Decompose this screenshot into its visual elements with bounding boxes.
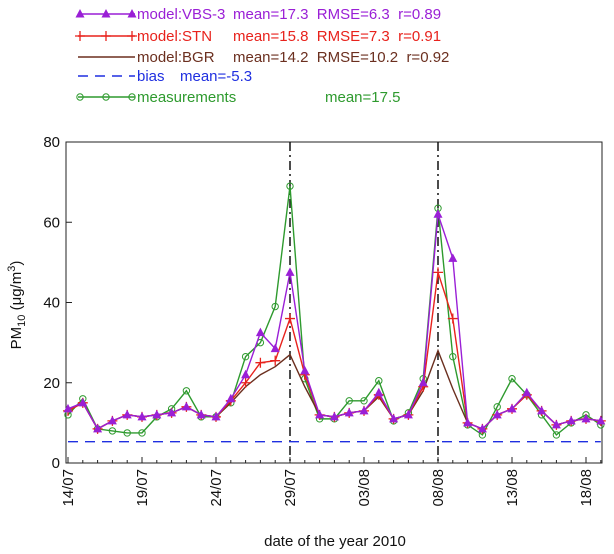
point <box>271 302 279 311</box>
point <box>418 377 428 387</box>
y-label-main: PM <box>8 327 25 350</box>
point <box>226 393 236 403</box>
point <box>537 405 547 415</box>
legend-label: model:VBS-3 <box>137 6 225 23</box>
point <box>433 267 443 278</box>
point <box>448 253 458 262</box>
point <box>182 387 191 395</box>
x-tick-label: 24/07 <box>208 469 225 507</box>
point <box>551 419 561 429</box>
point <box>285 267 295 276</box>
x-tick-label: 14/07 <box>60 469 77 507</box>
y-tick-label: 60 <box>43 214 60 231</box>
point <box>286 182 294 190</box>
x-tick-label: 03/08 <box>356 469 373 507</box>
legend-marker <box>127 31 137 41</box>
x-tick-label: 29/07 <box>282 469 299 507</box>
legend-stats: mean=14.2 RMSE=10.2 r=0.92 <box>233 49 449 66</box>
point <box>449 352 457 361</box>
point <box>241 369 251 379</box>
legend-stats: mean=17.5 <box>325 89 400 106</box>
point <box>374 387 384 397</box>
point <box>344 407 354 417</box>
series-line <box>67 272 601 430</box>
point <box>270 343 280 353</box>
point <box>63 403 73 413</box>
point <box>360 397 368 405</box>
point <box>138 429 146 437</box>
y-label-sub: 10 <box>16 315 28 327</box>
point <box>508 375 516 383</box>
y-axis-label: PM10 (μg/m3) <box>6 261 28 350</box>
point <box>345 397 353 405</box>
point <box>596 415 606 425</box>
legend-stats: mean=15.8 RMSE=7.3 r=0.91 <box>233 28 441 45</box>
point <box>463 417 473 427</box>
legend-label: model:STN <box>137 28 212 45</box>
y-tick-label: 80 <box>43 134 60 151</box>
point <box>255 357 266 368</box>
point <box>315 409 325 419</box>
point <box>78 397 88 407</box>
series-line <box>67 214 601 430</box>
point <box>507 403 517 413</box>
legend-marker <box>127 9 137 18</box>
point <box>566 415 576 425</box>
point <box>152 409 162 419</box>
point <box>552 431 561 439</box>
point <box>93 423 103 433</box>
legend-label: model:BGR <box>137 49 215 66</box>
point <box>181 401 191 411</box>
legend-label: bias <box>137 68 165 85</box>
point <box>477 423 487 433</box>
y-tick-label: 0 <box>52 455 60 472</box>
point <box>137 411 147 421</box>
legend-marker <box>101 31 111 41</box>
point <box>107 415 117 425</box>
point <box>447 313 458 324</box>
point <box>167 407 177 417</box>
point <box>492 409 502 419</box>
point <box>122 409 132 419</box>
point <box>403 409 413 419</box>
point <box>123 429 131 437</box>
point <box>196 409 206 419</box>
legend-stats: mean=17.3 RMSE=6.3 r=0.89 <box>233 6 441 23</box>
point <box>389 413 399 423</box>
x-tick-label: 08/08 <box>430 469 447 507</box>
x-tick-label: 19/07 <box>134 469 151 507</box>
legend-marker <box>102 93 110 101</box>
legend-marker <box>101 9 111 18</box>
y-label-sup: 3 <box>6 266 18 272</box>
point <box>329 411 339 421</box>
point <box>581 413 591 423</box>
point <box>241 352 250 361</box>
x-tick-label: 13/08 <box>504 469 521 507</box>
series-line <box>67 186 602 436</box>
legend-stats: mean=-5.3 <box>180 68 252 85</box>
legend-marker <box>128 93 136 101</box>
legend-marker <box>75 31 85 41</box>
point <box>285 313 295 324</box>
y-tick-label: 20 <box>43 375 60 392</box>
point <box>433 209 443 218</box>
point <box>359 405 369 415</box>
point <box>211 411 221 421</box>
y-label-end: ) <box>8 261 25 266</box>
point <box>240 377 251 388</box>
point <box>300 365 310 375</box>
legend-marker <box>75 9 85 18</box>
point <box>375 377 383 385</box>
legend-label: measurements <box>137 89 236 106</box>
legend-marker <box>76 93 84 101</box>
x-axis-label: date of the year 2010 <box>264 533 406 550</box>
y-tick-label: 40 <box>43 295 60 312</box>
point <box>522 387 532 397</box>
point <box>270 355 281 366</box>
x-tick-label: 18/08 <box>578 469 595 507</box>
y-label-mid: (μg/m <box>8 272 25 315</box>
point <box>255 327 265 337</box>
point <box>108 427 117 435</box>
